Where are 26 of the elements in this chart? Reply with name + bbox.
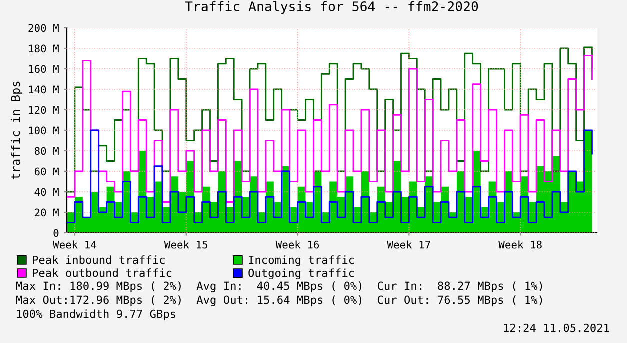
text: 100% Bandwidth 9.77 GBps [17, 310, 176, 320]
y-tick-label: 80 M [34, 147, 59, 156]
y-tick-label: 20 M [35, 208, 59, 217]
y-tick-label: 60 M [34, 168, 59, 176]
y-tick-label: 100 M [29, 126, 59, 135]
y-tick-label: 0 [54, 229, 59, 238]
x-tick-label: Week 14 [53, 240, 96, 249]
legend-label: Outgoing traffic [248, 268, 354, 280]
x-tick-label: Week 16 [276, 240, 320, 249]
y-tick-label: 120 M [29, 106, 59, 114]
text: Max In: 180.99 MBps ( 2%) Avg In: 40.45 MBps ( 0%) Cur In: 88.27 MBps ( 1%) [16, 282, 542, 292]
chart-title: Traffic Analysis for 564 -- ffm2-2020 [185, 1, 478, 14]
x-tick-label: Week 18 [498, 240, 542, 249]
x-tick-label: Week 17 [387, 240, 430, 249]
y-tick-label: 200 M [28, 24, 59, 32]
legend-label: Peak inbound traffic [33, 256, 165, 264]
text: Max Out:172.96 MBps ( 2%) Avg Out: 15.64 MBps ( 0%) Cur Out: 76.55 MBps ( 1%) [16, 296, 542, 306]
y-tick-label: 140 M [29, 86, 59, 94]
y-axis-title: traffic in Bps [11, 82, 22, 180]
y-tick-label: 180 M [29, 44, 59, 53]
text: 12:24 11.05.2021 [504, 324, 610, 332]
legend-label: Peak outbound traffic [33, 268, 172, 278]
y-tick-label: 40 M [34, 188, 59, 196]
legend-label: Incoming traffic [249, 256, 354, 266]
y-tick-label: 160 M [29, 65, 59, 74]
x-tick-label: Week 15 [164, 240, 208, 249]
